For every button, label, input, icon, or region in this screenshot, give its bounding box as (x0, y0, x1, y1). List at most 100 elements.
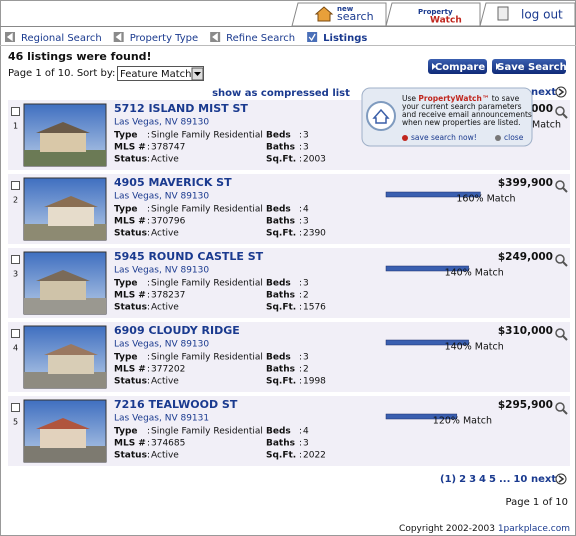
listing-city: Las Vegas, NV 89130 (114, 340, 209, 350)
compare-checkbox[interactable] (11, 181, 20, 190)
field-separator: : (299, 303, 302, 313)
field-value: Single Family Residential (151, 131, 263, 141)
photo-house (48, 206, 94, 226)
breadcrumb-link[interactable]: Regional Search (21, 33, 102, 44)
zoom-icon[interactable] (555, 180, 565, 190)
photo-house (40, 428, 86, 448)
listing-city: Las Vegas, NV 89130 (114, 118, 209, 128)
field-label: Baths (266, 365, 295, 375)
page-link[interactable]: 10 (513, 474, 527, 485)
page-link[interactable]: 3 (469, 474, 476, 485)
field-separator: : (299, 131, 302, 141)
photo-roof (36, 122, 90, 133)
tab-new-search[interactable] (291, 2, 387, 27)
next-icon[interactable] (555, 473, 567, 485)
listing-address[interactable]: 7216 TEALWOOD ST (114, 398, 238, 411)
photo-roof (44, 196, 98, 207)
zoom-icon[interactable] (555, 254, 565, 264)
field-separator: : (147, 439, 150, 449)
save-search-button[interactable] (492, 59, 566, 74)
field-value: 370796 (151, 217, 186, 227)
next-link[interactable]: next (531, 87, 556, 98)
field-label: MLS # (114, 217, 146, 227)
next-icon[interactable] (555, 86, 567, 98)
listing-price: 000 (531, 103, 553, 115)
field-label: MLS # (114, 365, 146, 375)
zoom-icon[interactable] (555, 106, 565, 116)
check-icon (307, 32, 318, 42)
field-separator: : (299, 353, 302, 363)
breadcrumb-link[interactable]: Listings (323, 33, 367, 44)
field-value: 1576 (303, 303, 326, 313)
field-label: Sq.Ft. (266, 377, 296, 387)
field-value: Single Family Residential (151, 353, 263, 363)
listing-address[interactable]: 5945 ROUND CASTLE ST (114, 250, 264, 263)
field-value: 2022 (303, 451, 326, 461)
popup-line: when new properties are listed. (402, 118, 520, 127)
close-icon[interactable] (495, 135, 501, 141)
page-link[interactable]: 4 (479, 474, 486, 485)
field-label: MLS # (114, 291, 146, 301)
field-label: Beds (266, 427, 291, 437)
compare-checkbox[interactable] (11, 107, 20, 116)
compressed-link[interactable]: show as compressed list (212, 88, 350, 99)
listing-address[interactable]: 6909 CLOUDY RIDGE (114, 324, 240, 337)
zoom-icon[interactable] (555, 328, 565, 338)
field-value: 3 (303, 131, 309, 141)
tab-log-out[interactable]: log out (521, 8, 563, 22)
listing-address[interactable]: 5712 ISLAND MIST ST (114, 102, 248, 115)
page-link[interactable]: (1) (440, 474, 456, 485)
field-label: Status (114, 303, 147, 313)
field-label: Type (114, 353, 137, 363)
field-label: MLS # (114, 439, 146, 449)
photo-ground (24, 150, 106, 166)
field-separator: : (299, 427, 302, 437)
field-value: 2 (303, 365, 309, 375)
match-label: Match (532, 120, 561, 131)
field-label: Beds (266, 131, 291, 141)
save-now-link[interactable]: save search now! (411, 133, 477, 142)
page-link[interactable]: 2 (459, 474, 466, 485)
tab-property-watch[interactable] (385, 2, 481, 27)
field-value: Active (151, 377, 179, 387)
field-value: Single Family Residential (151, 279, 263, 289)
field-label: Baths (266, 291, 295, 301)
page-link[interactable]: ... (499, 474, 510, 485)
compare-checkbox[interactable] (11, 329, 20, 338)
photo-ground (24, 446, 106, 462)
watch-bottom[interactable]: Watch (430, 16, 462, 26)
listing-address[interactable]: 4905 MAVERICK ST (114, 176, 232, 189)
field-separator: : (147, 377, 150, 387)
field-separator: : (299, 451, 302, 461)
compare-checkbox[interactable] (11, 403, 20, 412)
field-value: 2390 (303, 229, 326, 239)
match-label: 140% Match (445, 342, 504, 353)
field-label: MLS # (114, 143, 146, 153)
field-separator: : (299, 291, 302, 301)
field-separator: : (299, 439, 302, 449)
compare-label[interactable]: Compare (435, 62, 485, 73)
compare-button[interactable] (428, 59, 487, 74)
pager-next[interactable]: next (531, 474, 556, 485)
breadcrumb-link[interactable]: Refine Search (226, 33, 295, 44)
zoom-icon[interactable] (555, 402, 565, 412)
page-link[interactable]: 5 (489, 474, 496, 485)
tab-new-search[interactable]: search (337, 10, 374, 23)
match-bar (385, 413, 458, 420)
sort-value[interactable]: Feature Match (120, 69, 191, 80)
listing-number: 4 (13, 344, 18, 353)
field-label: Sq.Ft. (266, 451, 296, 461)
compare-checkbox[interactable] (11, 255, 20, 264)
field-label: Status (114, 155, 147, 165)
field-separator: : (147, 365, 150, 375)
close-link[interactable]: close (504, 133, 524, 142)
save-search-label[interactable]: Save Search (497, 62, 566, 73)
field-separator: : (147, 451, 150, 461)
icon-glyph (6, 32, 13, 42)
field-separator: : (147, 205, 150, 215)
match-bar (385, 191, 481, 198)
breadcrumb-link[interactable]: Property Type (130, 33, 198, 44)
copyright: Copyright 2002-2003 1parkplace.com (399, 524, 570, 534)
field-value: 3 (303, 439, 309, 449)
